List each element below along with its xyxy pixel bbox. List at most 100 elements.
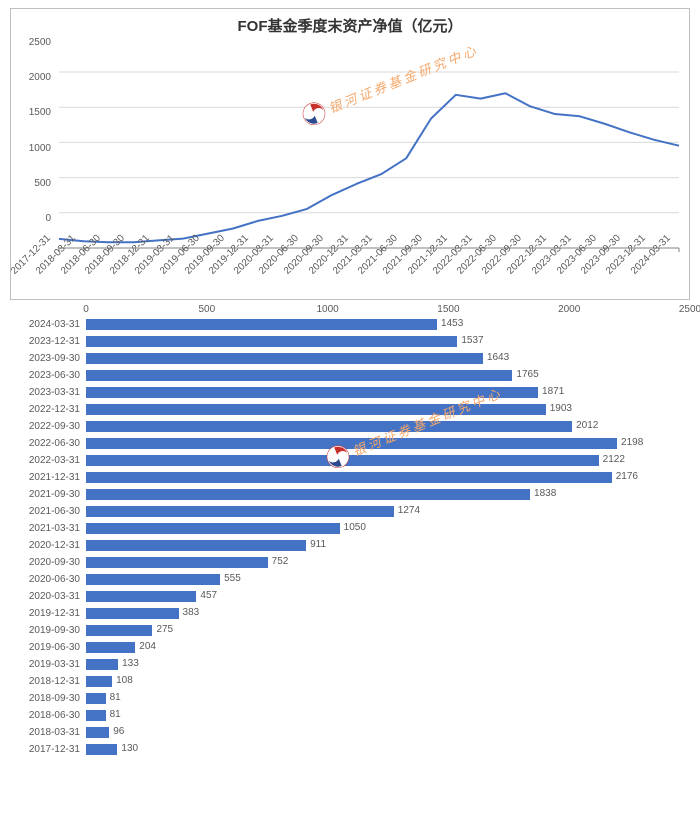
bar-row: 2018-03-3196 [10, 724, 690, 741]
bar: 2122 [86, 455, 599, 466]
bar-value-label: 752 [272, 556, 289, 567]
bar: 108 [86, 676, 112, 687]
bar-rows: 2024-03-3114532023-12-3115372023-09-3016… [10, 316, 690, 758]
y-tick-label: 2000 [29, 72, 51, 83]
bar-category-label: 2023-09-30 [10, 353, 86, 364]
bar-category-label: 2021-06-30 [10, 506, 86, 517]
bar: 1453 [86, 319, 437, 330]
bar-category-label: 2020-12-31 [10, 540, 86, 551]
bar-value-label: 1537 [461, 335, 483, 346]
bar-row: 2021-06-301274 [10, 503, 690, 520]
bar-chart-box: 05001000150020002500 2024-03-3114532023-… [10, 304, 690, 758]
bar-category-label: 2018-06-30 [10, 710, 86, 721]
page-root: FOF基金季度末资产净值（亿元） 0 500 1000 1500 2000 2500 20… [0, 8, 700, 758]
y-tick-label: 0 [45, 213, 51, 224]
bar: 1903 [86, 404, 546, 415]
bar-category-label: 2018-09-30 [10, 693, 86, 704]
bar-row: 2022-12-311903 [10, 401, 690, 418]
bar: 81 [86, 693, 106, 704]
bar-value-label: 1765 [516, 369, 538, 380]
bar: 204 [86, 642, 135, 653]
bar: 1765 [86, 370, 512, 381]
bar: 1643 [86, 353, 483, 364]
line-plot-area [11, 38, 689, 252]
bar: 96 [86, 727, 109, 738]
bar-value-label: 1274 [398, 505, 420, 516]
bar-row: 2017-12-31130 [10, 741, 690, 758]
bar-category-label: 2019-12-31 [10, 608, 86, 619]
bar-row: 2021-03-31 1050 [10, 520, 690, 537]
bar-row: 2023-12-311537 [10, 333, 690, 350]
bar-category-label: 2021-03-31 [10, 523, 86, 534]
line-chart-svg [11, 38, 691, 252]
bar-category-label: 2019-09-30 [10, 625, 86, 636]
bar-category-label: 2019-03-31 [10, 659, 86, 670]
bar: 1537 [86, 336, 457, 347]
bar: 2198 [86, 438, 617, 449]
bar-category-label: 2023-06-30 [10, 370, 86, 381]
bar-row: 2019-06-30204 [10, 639, 690, 656]
bar-row: 2019-09-30275 [10, 622, 690, 639]
bar-row: 2020-03-31457 [10, 588, 690, 605]
bar-category-label: 2020-06-30 [10, 574, 86, 585]
y-tick-label: 1000 [29, 143, 51, 154]
bar-value-label: 96 [113, 726, 124, 737]
bar-category-label: 2021-09-30 [10, 489, 86, 500]
bar-value-label: 1838 [534, 488, 556, 499]
bar-value-label: 130 [121, 743, 138, 754]
bar-category-label: 2022-12-31 [10, 404, 86, 415]
bar-value-label: 2122 [603, 454, 625, 465]
bar: 275 [86, 625, 152, 636]
bar-category-label: 2021-12-31 [10, 472, 86, 483]
bar-value-label: 204 [139, 641, 156, 652]
bar-value-label: 1050 [344, 522, 366, 533]
bar-row: 2023-06-301765 [10, 367, 690, 384]
bar-row: 2022-03-312122 [10, 452, 690, 469]
bar-value-label: 81 [110, 692, 121, 703]
bar-row: 2019-03-31133 [10, 656, 690, 673]
bar-row: 2021-09-30 1838 [10, 486, 690, 503]
bar-x-tick: 500 [198, 304, 215, 315]
bar-row: 2020-09-30752 [10, 554, 690, 571]
bar: 1871 [86, 387, 538, 398]
y-tick-label: 2500 [29, 37, 51, 48]
bar-category-label: 2023-03-31 [10, 387, 86, 398]
chart-title: FOF基金季度末资产净值（亿元） [11, 9, 689, 38]
bar-value-label: 457 [200, 590, 217, 601]
bar-value-label: 133 [122, 658, 139, 669]
bar-value-label: 1453 [441, 318, 463, 329]
bar-x-tick: 1500 [437, 304, 459, 315]
bar-value-label: 2176 [616, 471, 638, 482]
bar: 457 [86, 591, 196, 602]
bar-category-label: 2023-12-31 [10, 336, 86, 347]
bar-row: 2021-12-312176 [10, 469, 690, 486]
line-chart-box: FOF基金季度末资产净值（亿元） 05001000150020002500 20… [10, 8, 690, 300]
bar-category-label: 2022-03-31 [10, 455, 86, 466]
bar-row: 2018-12-31108 [10, 673, 690, 690]
bar: 133 [86, 659, 118, 670]
bar: 1274 [86, 506, 394, 517]
bar-x-tick: 2500 [679, 304, 700, 315]
bar-category-label: 2022-09-30 [10, 421, 86, 432]
bar-value-label: 275 [156, 624, 173, 635]
bar: 81 [86, 710, 106, 721]
y-tick-label: 500 [34, 178, 51, 189]
bar-row: 2018-06-3081 [10, 707, 690, 724]
bar-value-label: 2198 [621, 437, 643, 448]
bar-value-label: 911 [310, 539, 326, 550]
bar-value-label: 2012 [576, 420, 598, 431]
bar-x-tick: 2000 [558, 304, 580, 315]
bar-row: 2020-06-30555 [10, 571, 690, 588]
bar: 2176 [86, 472, 612, 483]
bar-category-label: 2019-06-30 [10, 642, 86, 653]
bar-value-label: 555 [224, 573, 241, 584]
bar-value-label: 383 [183, 607, 200, 618]
bar: 130 [86, 744, 117, 755]
bar-category-label: 2018-12-31 [10, 676, 86, 687]
bar-value-label: 108 [116, 675, 133, 686]
bar-x-tick: 0 [83, 304, 89, 315]
bar: 555 [86, 574, 220, 585]
bar-category-label: 2020-03-31 [10, 591, 86, 602]
bar-value-label: 81 [110, 709, 121, 720]
bar-row: 2018-09-3081 [10, 690, 690, 707]
